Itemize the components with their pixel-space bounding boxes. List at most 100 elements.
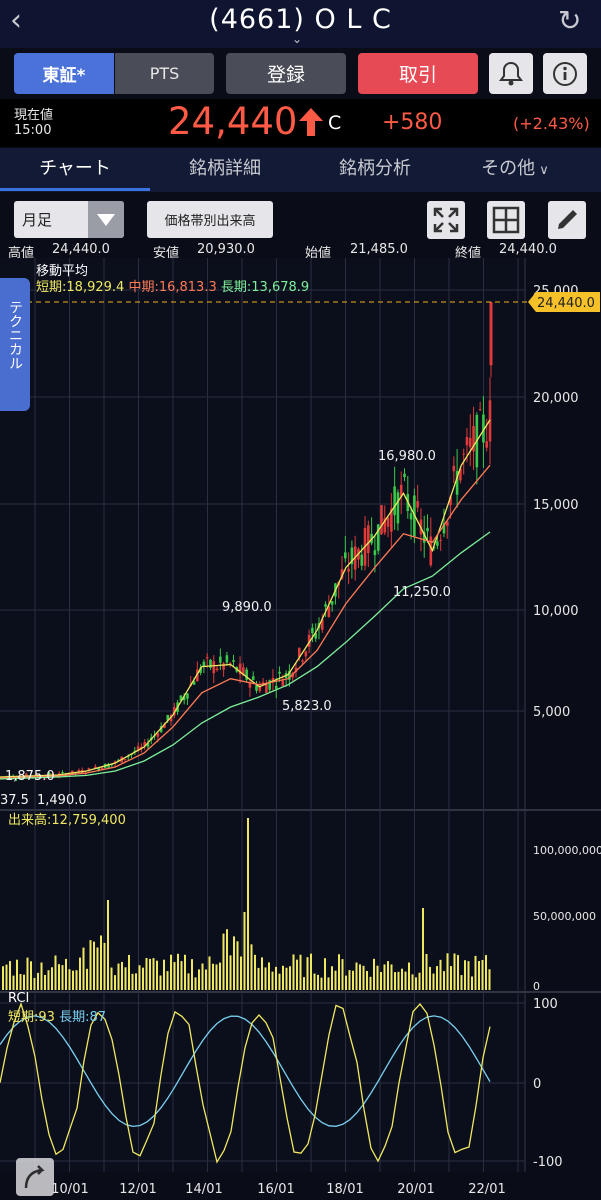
current-price-tag [528, 291, 600, 312]
candle-body [166, 714, 170, 721]
candle-body [97, 767, 100, 771]
tab-chart[interactable]: チャート [39, 158, 111, 179]
price-annotation: 37.5 [0, 793, 29, 808]
volume-bar [401, 968, 403, 990]
volume-bar [352, 970, 354, 990]
stock-chart[interactable]: 25,00020,00015,00010,0005,00024,440.01,8… [0, 258, 601, 1200]
volume-bar [320, 977, 323, 990]
ma-long-line [0, 531, 491, 780]
volume-profile-button[interactable]: 価格帯別出来高 [147, 201, 273, 238]
volume-bar [369, 976, 372, 990]
high-label: 高値 [8, 246, 35, 261]
rci-lines [0, 1002, 491, 1164]
volume-bar [261, 957, 263, 990]
volume-bar [152, 958, 155, 990]
volume-bar [464, 960, 466, 990]
volume-bar [436, 966, 438, 990]
candle-body [449, 496, 452, 505]
alert-bell-button[interactable] [489, 53, 533, 94]
tab-other[interactable]: その他 ∨ [450, 148, 580, 190]
dropdown-arrow-icon [88, 201, 124, 238]
volume-bar [429, 966, 431, 990]
reload-icon[interactable]: ↻ [558, 4, 582, 37]
back-chevron-icon[interactable]: ‹ [10, 3, 22, 38]
scroll-handle[interactable] [16, 1158, 54, 1196]
tab-details[interactable]: 銘柄詳細 [189, 158, 261, 179]
candle-body [452, 465, 456, 472]
volume-bar [415, 977, 417, 990]
technical-side-tab[interactable] [0, 278, 30, 411]
period-select[interactable]: 月足 [14, 201, 124, 238]
volume-bar [142, 967, 144, 990]
volume-bar [229, 955, 232, 990]
candle-body [169, 715, 173, 722]
volume-bar [439, 959, 442, 990]
candle-body [232, 660, 235, 662]
layout-button[interactable] [487, 201, 525, 239]
candle-body [274, 685, 278, 689]
app-header [0, 0, 601, 48]
x-tick-label: 16/01 [257, 1182, 294, 1197]
volume-tick-label: 50,000,000 [533, 910, 596, 923]
volume-bar [275, 966, 277, 990]
x-tick-label: 12/01 [119, 1182, 156, 1197]
volume-bar [61, 965, 64, 990]
volume-bar [443, 971, 445, 990]
technical-side-tab-label: テクニカル [7, 300, 23, 370]
volume-bar [166, 971, 169, 990]
volume-bar [100, 935, 102, 990]
tab-active-indicator [0, 188, 150, 191]
volume-bar [233, 936, 235, 990]
candle-body [238, 663, 242, 675]
volume-bar [51, 967, 53, 990]
volume-bar [156, 960, 158, 990]
price-change: +580 [382, 110, 443, 135]
x-tick-label: 14/01 [185, 1182, 222, 1197]
volume-bar [198, 969, 200, 990]
ma-legend: 短期:18,929.4 中期:16,813.3 長期:13,678.9 [36, 280, 310, 295]
candle-body [291, 672, 294, 678]
volume-bar [303, 977, 305, 990]
volume-bar [138, 965, 141, 990]
volume-bar [355, 962, 358, 990]
market-tse-button[interactable]: 東証* [14, 53, 114, 94]
candle-body [228, 663, 232, 665]
rci-tick-label: 0 [533, 1077, 541, 1092]
tab-analysis[interactable]: 銘柄分析 [339, 158, 411, 179]
candle-body [278, 671, 281, 674]
candle-body [360, 554, 364, 566]
x-tick-label: 22/01 [468, 1182, 505, 1197]
page-title[interactable]: (4661) O L C [209, 4, 392, 35]
volume-bar [33, 977, 36, 990]
volume-bar [208, 956, 211, 990]
x-tick-label: 10/01 [51, 1182, 88, 1197]
candle-body [403, 473, 406, 478]
volume-bar [124, 967, 127, 990]
candle-body [94, 766, 97, 769]
volume-bar [58, 964, 60, 990]
volume-bar [296, 959, 298, 990]
candle-body [367, 525, 370, 553]
draw-button[interactable] [548, 201, 586, 239]
candle-body [455, 471, 459, 495]
ma-long-label: 長期 [220, 280, 247, 295]
info-button[interactable] [543, 53, 587, 94]
volume-bar [54, 955, 57, 990]
volume-bar [16, 959, 18, 990]
candle-body [281, 680, 285, 687]
volume-bar [488, 969, 491, 990]
trade-button[interactable]: 取引 [358, 53, 478, 94]
fullscreen-button[interactable] [427, 201, 465, 239]
volume-bar [89, 940, 92, 990]
market-pts-button[interactable]: PTS [115, 53, 214, 94]
register-button[interactable]: 登録 [226, 53, 346, 94]
candle-body [182, 696, 186, 701]
candle-body [271, 677, 275, 683]
candle-body [307, 634, 311, 647]
candle-body [202, 661, 206, 667]
candle-body [143, 741, 146, 746]
volume-bar [215, 964, 218, 990]
candle-body [327, 606, 331, 617]
candle-body [376, 524, 380, 551]
title-chevron-down-icon[interactable]: ⌄ [292, 32, 303, 46]
